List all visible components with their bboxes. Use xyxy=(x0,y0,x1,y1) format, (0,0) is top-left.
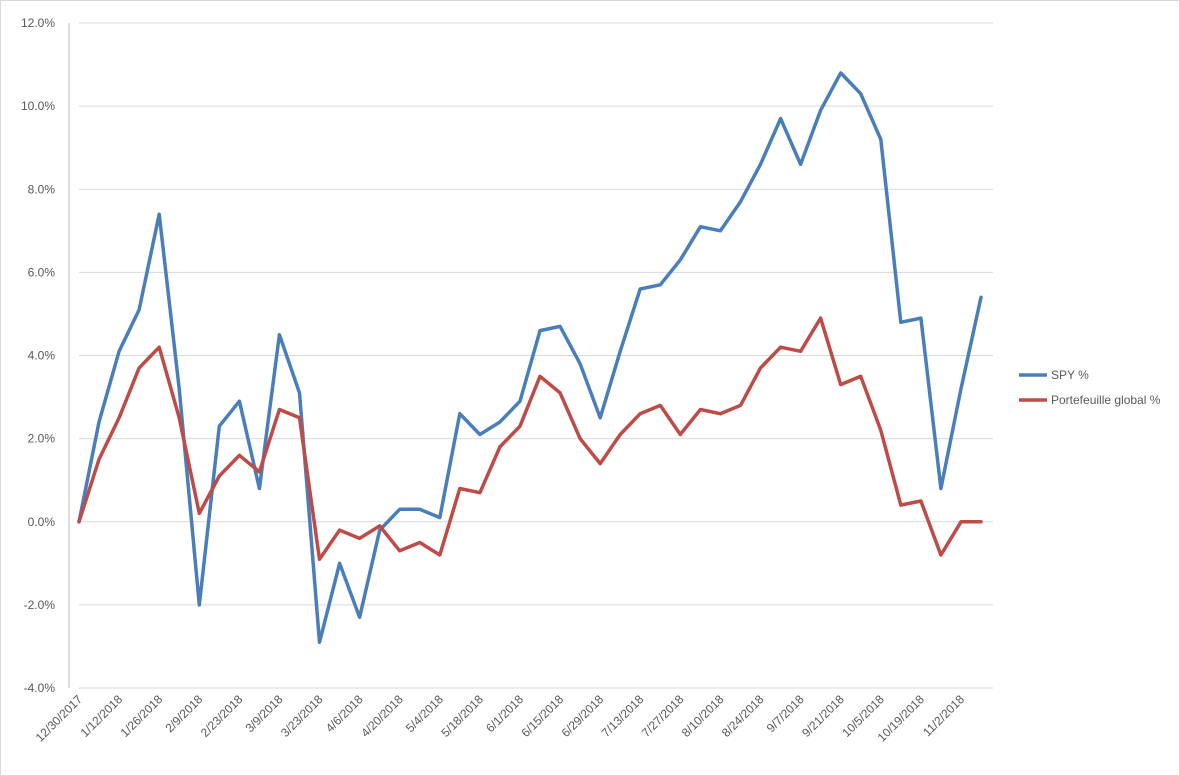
x-tick-label: 12/30/2017 xyxy=(33,692,86,745)
x-axis: 12/30/20171/12/20181/26/20182/9/20182/23… xyxy=(33,692,968,745)
y-tick-label: 12.0% xyxy=(21,16,55,30)
x-tick-label: 8/10/2018 xyxy=(679,692,727,740)
x-tick-label: 8/24/2018 xyxy=(719,692,767,740)
x-tick-label: 3/23/2018 xyxy=(278,692,326,740)
x-tick-label: 5/18/2018 xyxy=(438,692,486,740)
x-tick-label: 6/29/2018 xyxy=(559,692,607,740)
x-tick-label: 7/27/2018 xyxy=(639,692,687,740)
series-line-spy xyxy=(77,71,983,645)
x-tick-label: 7/13/2018 xyxy=(599,692,647,740)
y-tick-label: 0.0% xyxy=(28,515,56,529)
x-tick-label: 4/20/2018 xyxy=(358,692,406,740)
series-lines xyxy=(77,71,983,645)
x-tick-label: 1/12/2018 xyxy=(78,692,126,740)
x-tick-label: 2/23/2018 xyxy=(198,692,246,740)
x-tick-label: 9/21/2018 xyxy=(799,692,847,740)
y-tick-label: 6.0% xyxy=(28,265,56,279)
legend-label: Portefeuille global % xyxy=(1051,393,1161,407)
x-tick-label: 11/2/2018 xyxy=(920,692,967,739)
y-tick-label: 8.0% xyxy=(28,182,56,196)
x-tick-label: 6/15/2018 xyxy=(519,692,567,740)
legend-label: SPY % xyxy=(1051,368,1089,382)
y-tick-label: 2.0% xyxy=(28,432,56,446)
y-tick-label: -2.0% xyxy=(24,598,56,612)
x-tick-label: 1/26/2018 xyxy=(118,692,166,740)
series-line-portefeuille-global xyxy=(77,316,983,561)
gridlines xyxy=(79,22,993,689)
legend: SPY % Portefeuille global % xyxy=(1019,368,1161,407)
y-tick-label: -4.0% xyxy=(24,681,56,695)
y-axis: -4.0% -2.0% 0.0% 2.0% 4.0% 6.0% 8.0% 10.0% 12.0% xyxy=(21,16,70,695)
y-tick-label: 10.0% xyxy=(21,99,55,113)
y-tick-label: 4.0% xyxy=(28,349,56,363)
